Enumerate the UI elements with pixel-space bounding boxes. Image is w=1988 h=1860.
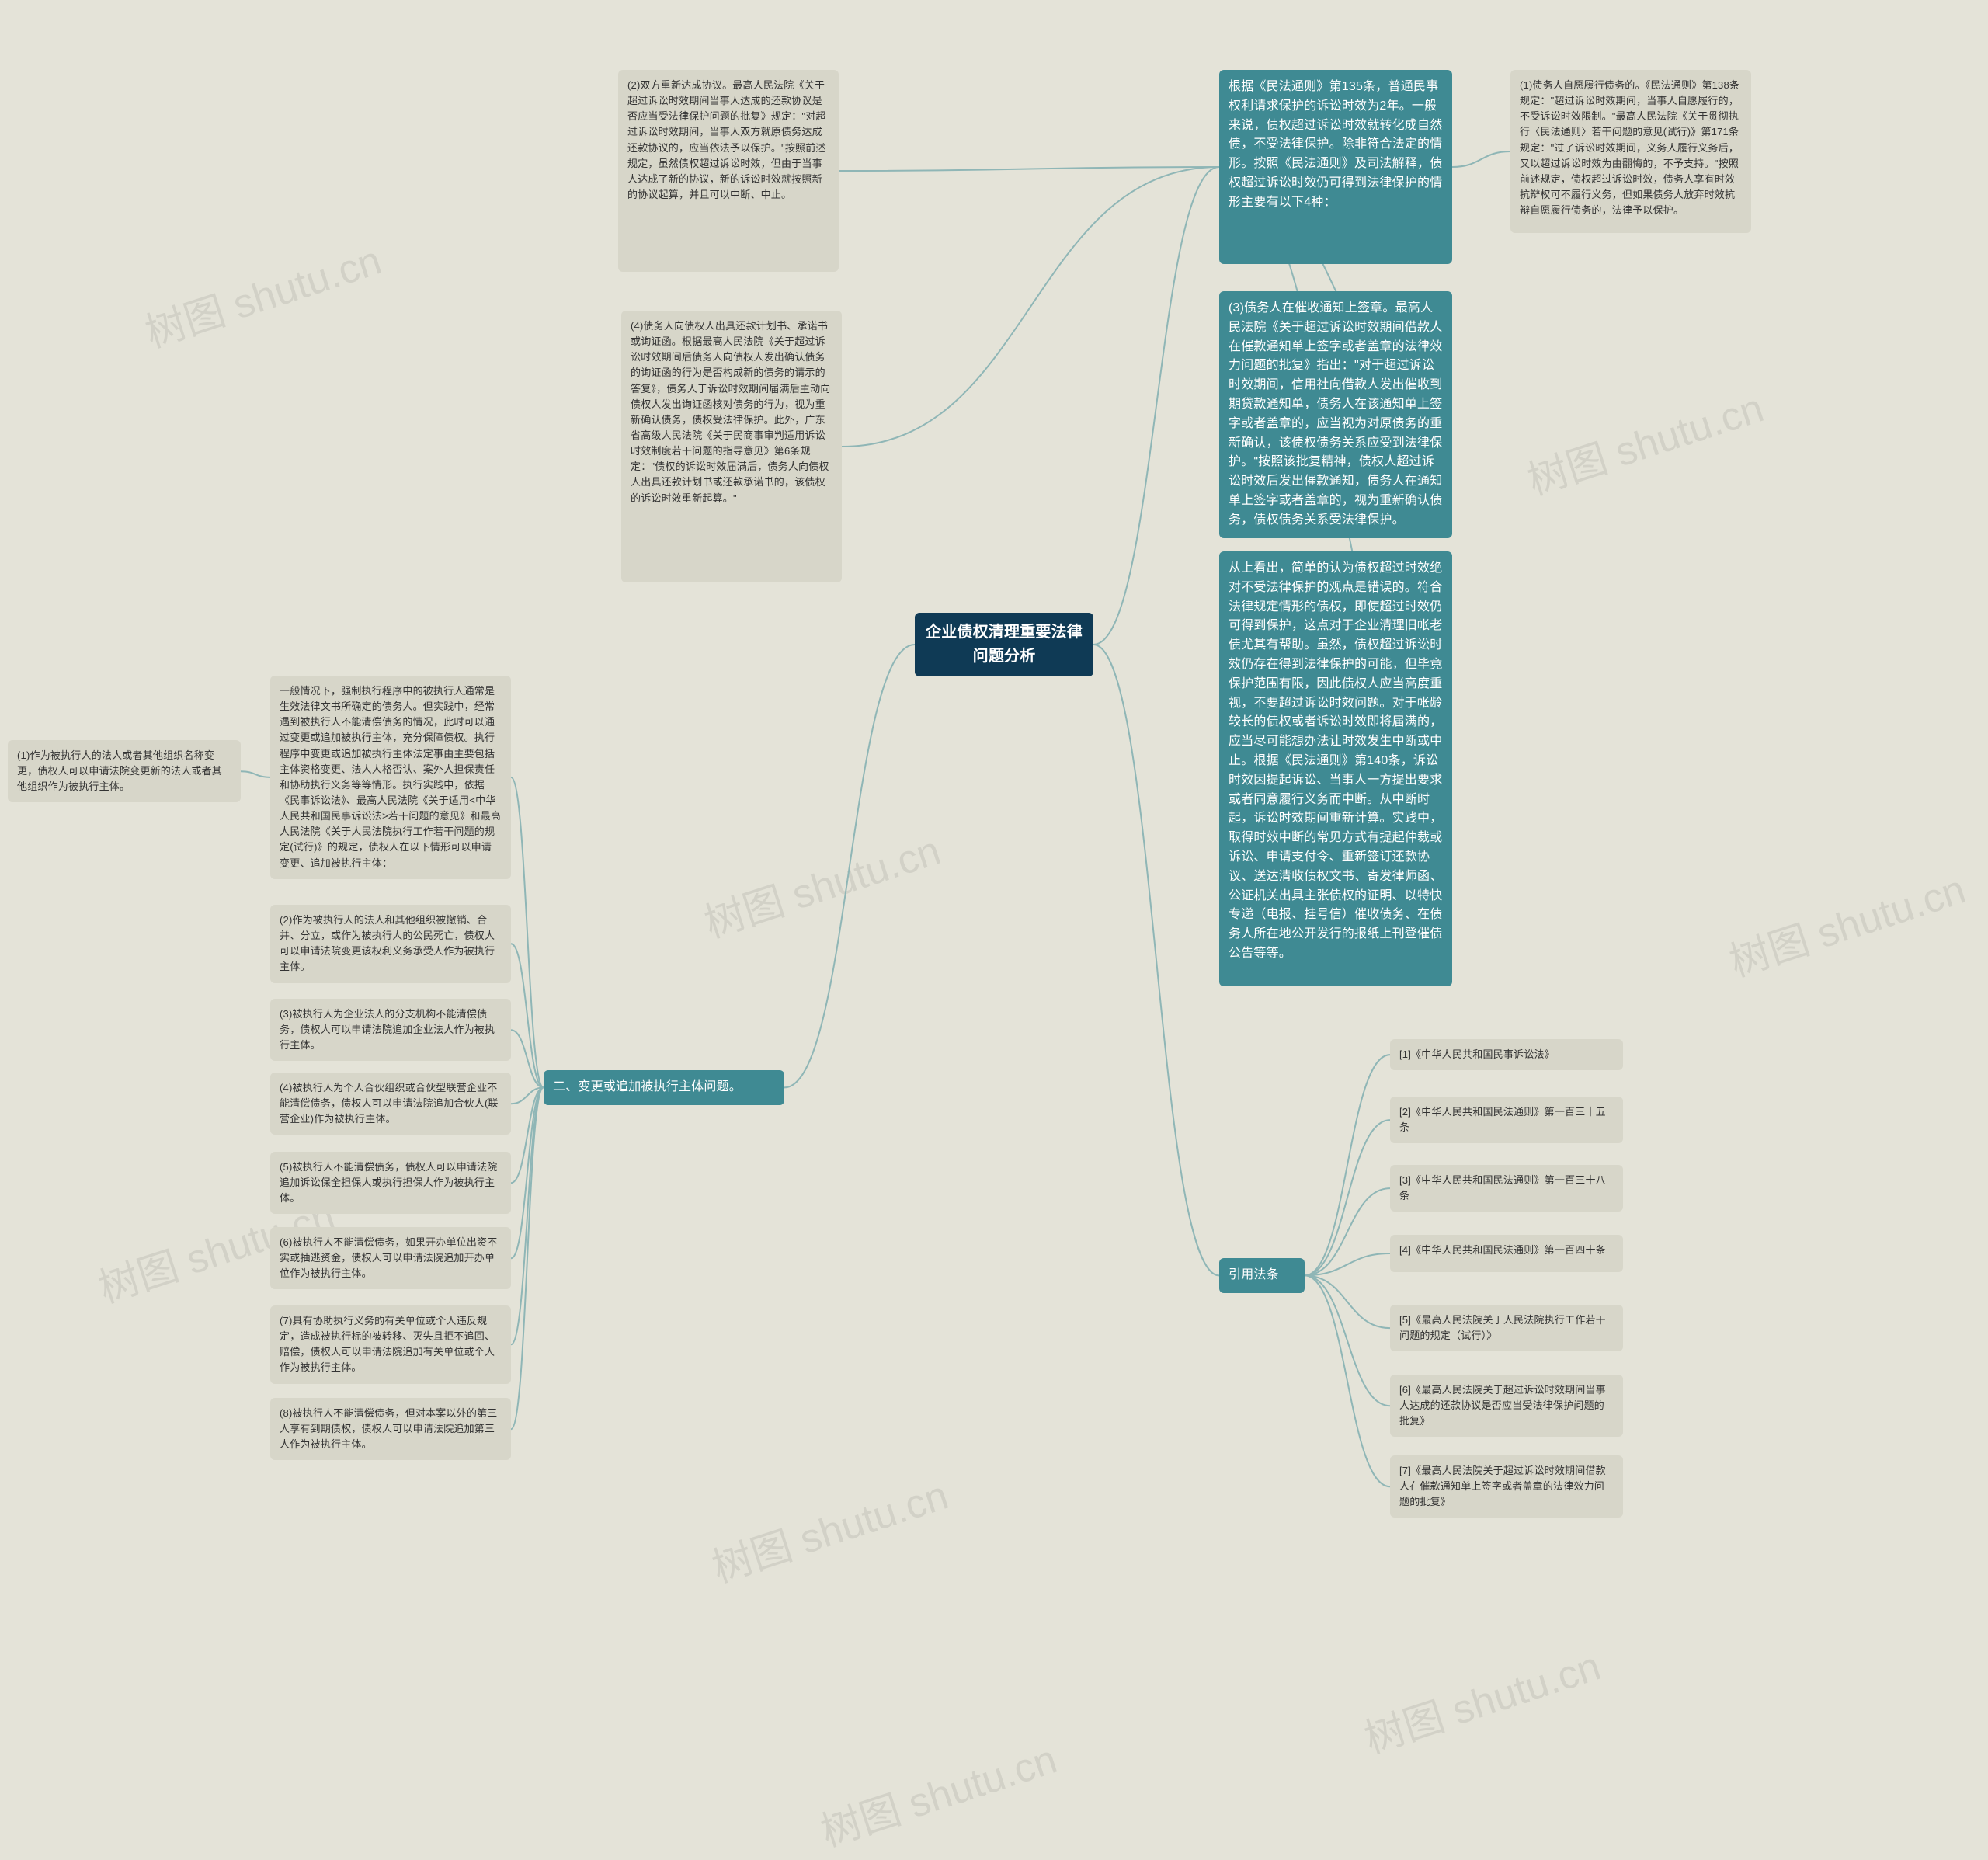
edge <box>1305 1188 1390 1275</box>
edge <box>511 1087 544 1344</box>
mindmap-node-b3c3[interactable]: [3]《中华人民共和国民法通则》第一百三十八条 <box>1390 1165 1623 1212</box>
mindmap-node-b1c4[interactable]: (4)债务人向债权人出具还款计划书、承诺书或询证函。根据最高人民法院《关于超过诉… <box>621 311 842 582</box>
mindmap-node-b2c1[interactable]: (1)作为被执行人的法人或者其他组织名称变更，债权人可以申请法院变更新的法人或者… <box>8 740 241 802</box>
mindmap-node-b2[interactable]: 二、变更或追加被执行主体问题。 <box>544 1070 784 1105</box>
mindmap-node-b3c5[interactable]: [5]《最高人民法院关于人民法院执行工作若干问题的规定（试行）》 <box>1390 1305 1623 1351</box>
edge <box>241 771 270 777</box>
mindmap-node-b2_intro[interactable]: 一般情况下，强制执行程序中的被执行人通常是生效法律文书所确定的债务人。但实践中，… <box>270 676 511 879</box>
edge <box>839 167 1219 171</box>
mindmap-node-b2c6[interactable]: (6)被执行人不能清偿债务，如果开办单位出资不实或抽逃资金，债权人可以申请法院追… <box>270 1227 511 1289</box>
mindmap-node-root[interactable]: 企业债权清理重要法律问题分析 <box>915 613 1093 676</box>
edge <box>1093 645 1219 1275</box>
mindmap-node-b1_sum[interactable]: 从上看出，简单的认为债权超过时效绝对不受法律保护的观点是错误的。符合法律规定情形… <box>1219 551 1452 986</box>
edge <box>1093 167 1219 645</box>
mindmap-node-b3c1[interactable]: [1]《中华人民共和国民事诉讼法》 <box>1390 1039 1623 1070</box>
mindmap-node-b3[interactable]: 引用法条 <box>1219 1258 1305 1293</box>
mindmap-node-b3c2[interactable]: [2]《中华人民共和国民法通则》第一百三十五条 <box>1390 1097 1623 1143</box>
mindmap-node-b1[interactable]: 根据《民法通则》第135条，普通民事权利请求保护的诉讼时效为2年。一般来说，债权… <box>1219 70 1452 264</box>
edge <box>1305 1275 1390 1486</box>
mindmap-node-b1c1[interactable]: (1)债务人自愿履行债务的。《民法通则》第138条规定："超过诉讼时效期间，当事… <box>1510 70 1751 233</box>
mindmap-node-b2c3[interactable]: (3)被执行人为企业法人的分支机构不能清偿债务，债权人可以申请法院追加企业法人作… <box>270 999 511 1061</box>
edge <box>511 944 544 1087</box>
edge <box>842 167 1219 447</box>
mindmap-node-b2c4[interactable]: (4)被执行人为个人合伙组织或合伙型联营企业不能清偿债务，债权人可以申请法院追加… <box>270 1073 511 1135</box>
mindmap-node-b1c2[interactable]: (2)双方重新达成协议。最高人民法院《关于超过诉讼时效期间当事人达成的还款协议是… <box>618 70 839 272</box>
mindmap-node-b2c8[interactable]: (8)被执行人不能清偿债务，但对本案以外的第三人享有到期债权，债权人可以申请法院… <box>270 1398 511 1460</box>
mindmap-node-b2c7[interactable]: (7)具有协助执行义务的有关单位或个人违反规定，造成被执行标的被转移、灭失且拒不… <box>270 1305 511 1384</box>
mindmap-node-b3c4[interactable]: [4]《中华人民共和国民法通则》第一百四十条 <box>1390 1235 1623 1272</box>
edge <box>784 645 915 1087</box>
edge <box>1305 1120 1390 1275</box>
mindmap-node-b1c3[interactable]: (3)债务人在催收通知上签章。最高人民法院《关于超过诉讼时效期间借款人在催款通知… <box>1219 291 1452 538</box>
mindmap-node-b3c6[interactable]: [6]《最高人民法院关于超过诉讼时效期间当事人达成的还款协议是否应当受法律保护问… <box>1390 1375 1623 1437</box>
edge <box>511 1087 544 1258</box>
edge <box>1452 151 1510 167</box>
edge <box>511 777 544 1088</box>
edge <box>1305 1275 1390 1406</box>
mindmap-node-b2c2[interactable]: (2)作为被执行人的法人和其他组织被撤销、合并、分立，或作为被执行人的公民死亡，… <box>270 905 511 983</box>
edge <box>1305 1055 1390 1275</box>
mindmap-node-b2c5[interactable]: (5)被执行人不能清偿债务，债权人可以申请法院追加诉讼保全担保人或执行担保人作为… <box>270 1152 511 1214</box>
mindmap-node-b3c7[interactable]: [7]《最高人民法院关于超过诉讼时效期间借款人在催款通知单上签字或者盖章的法律效… <box>1390 1455 1623 1518</box>
